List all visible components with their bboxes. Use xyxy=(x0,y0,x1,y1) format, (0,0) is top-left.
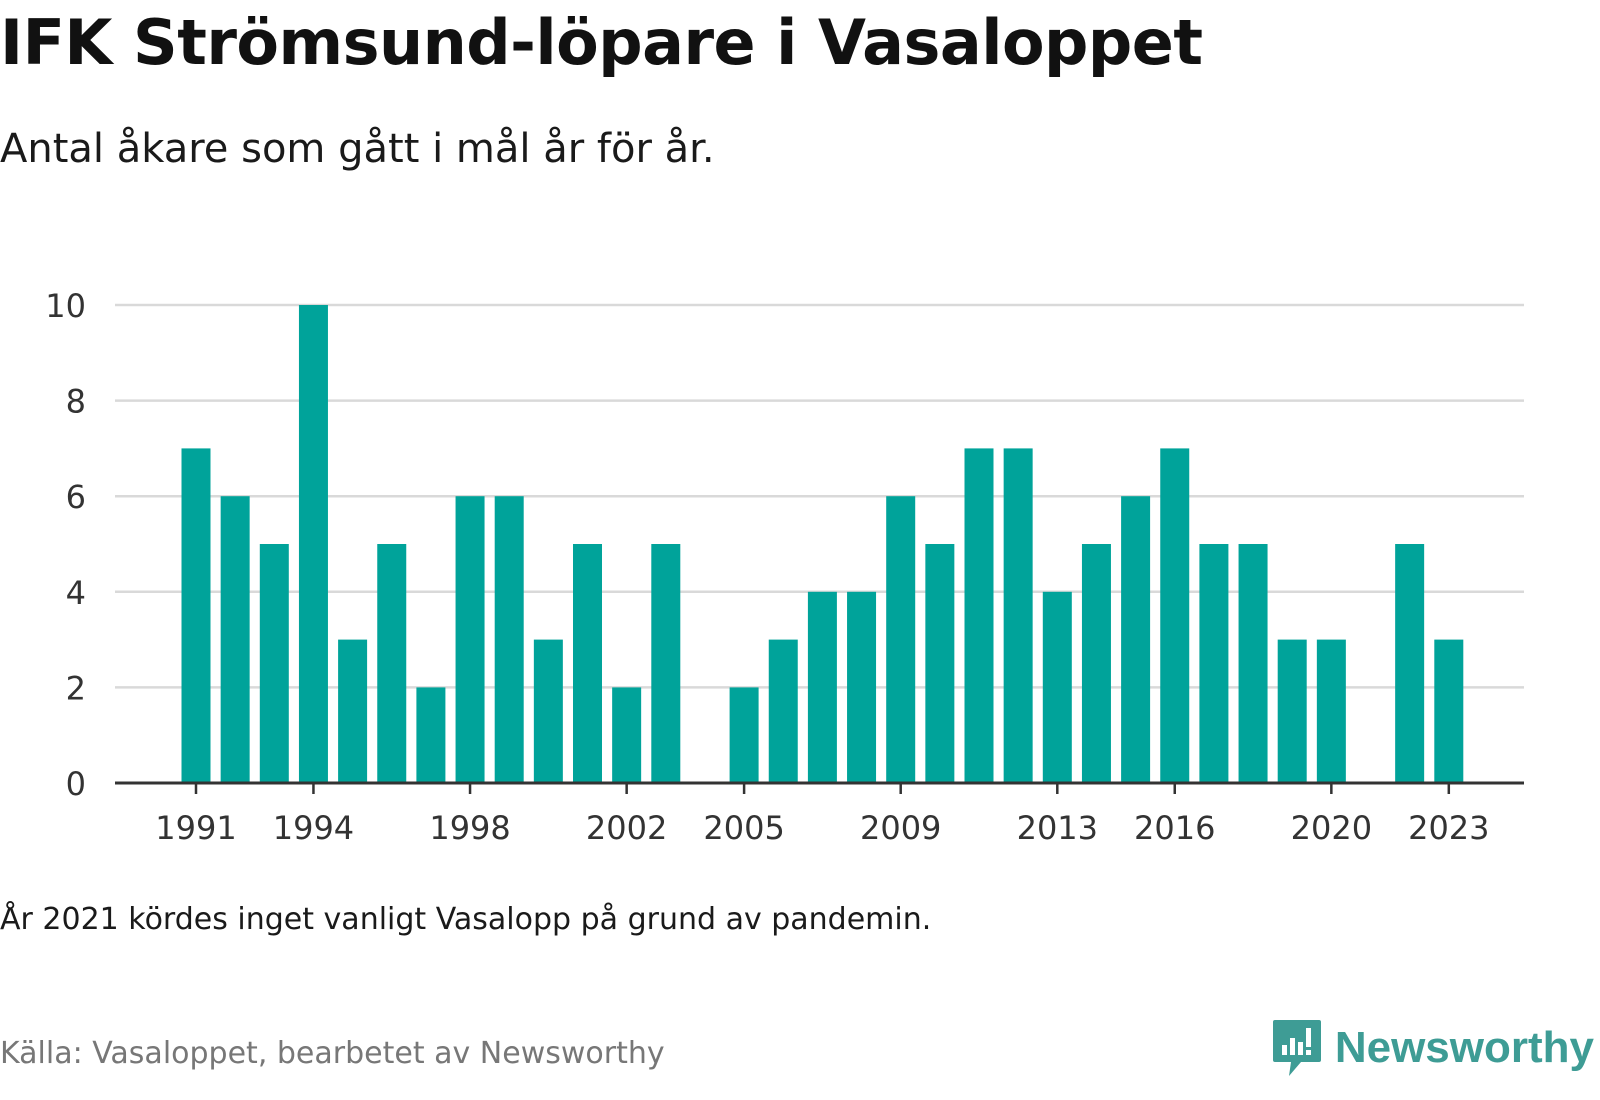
source-text: Källa: Vasaloppet, bearbetet av Newswort… xyxy=(0,1036,665,1071)
bar-1997 xyxy=(416,687,446,783)
bar-1998 xyxy=(455,496,485,783)
x-tick-label-2009: 2009 xyxy=(860,809,941,847)
y-tick-label-6: 6 xyxy=(66,478,86,516)
bar-2016 xyxy=(1160,448,1190,783)
bar-1996 xyxy=(377,544,407,783)
x-tick-label-2020: 2020 xyxy=(1291,809,1372,847)
bar-2006 xyxy=(768,639,798,783)
bar-2023 xyxy=(1434,639,1464,783)
x-tick-label-2023: 2023 xyxy=(1408,809,1489,847)
y-tick-label-2: 2 xyxy=(66,669,86,707)
bar-2015 xyxy=(1121,496,1151,783)
bar-2002 xyxy=(612,687,642,783)
x-tick-label-2016: 2016 xyxy=(1134,809,1215,847)
bar-1993 xyxy=(259,544,289,783)
bar-2008 xyxy=(847,591,877,783)
y-tick-label-10: 10 xyxy=(45,287,86,325)
footnote: År 2021 kördes inget vanligt Vasalopp på… xyxy=(0,902,932,937)
bar-1991 xyxy=(181,448,211,783)
x-tick-label-1998: 1998 xyxy=(429,809,510,847)
bar-1994 xyxy=(298,305,328,783)
bar-2012 xyxy=(1003,448,1033,783)
x-tick-label-2002: 2002 xyxy=(586,809,667,847)
bar-2014 xyxy=(1081,544,1111,783)
bar-2019 xyxy=(1277,639,1307,783)
bar-2003 xyxy=(651,544,681,783)
x-tick-label-2013: 2013 xyxy=(1017,809,1098,847)
bar-1992 xyxy=(220,496,250,783)
bar-2018 xyxy=(1238,544,1268,783)
bar-2022 xyxy=(1395,544,1425,783)
bar-2001 xyxy=(573,544,602,783)
bar-2000 xyxy=(533,639,563,783)
chart-title: IFK Strömsund-löpare i Vasaloppet xyxy=(0,6,1203,79)
y-tick-label-4: 4 xyxy=(66,574,86,612)
y-tick-label-0: 0 xyxy=(66,765,86,803)
x-tick-label-1991: 1991 xyxy=(155,809,236,847)
chart-subtitle: Antal åkare som gått i mål år för år. xyxy=(0,126,715,172)
bar-2013 xyxy=(1042,591,1072,783)
bar-1995 xyxy=(338,639,368,783)
bar-2020 xyxy=(1316,639,1346,783)
bar-2009 xyxy=(886,496,916,783)
x-tick-label-2005: 2005 xyxy=(703,809,784,847)
bar-2011 xyxy=(964,448,994,783)
newsworthy-logo-icon xyxy=(1272,1020,1321,1076)
bar-1999 xyxy=(494,496,524,783)
x-tick-label-1994: 1994 xyxy=(273,809,354,847)
logo-wordmark: Newsworthy xyxy=(1334,1023,1594,1072)
bar-2007 xyxy=(807,591,837,783)
bar-2005 xyxy=(729,687,759,783)
y-tick-label-8: 8 xyxy=(66,383,86,421)
bar-2017 xyxy=(1199,544,1229,783)
newsworthy-logo: Newsworthy xyxy=(1271,1018,1594,1078)
bar-chart: 0 2 4 6 8 10 1991 1994 1998 2002 2005 2009 2013 2016 2… xyxy=(45,287,1524,847)
bar-2010 xyxy=(925,544,955,783)
